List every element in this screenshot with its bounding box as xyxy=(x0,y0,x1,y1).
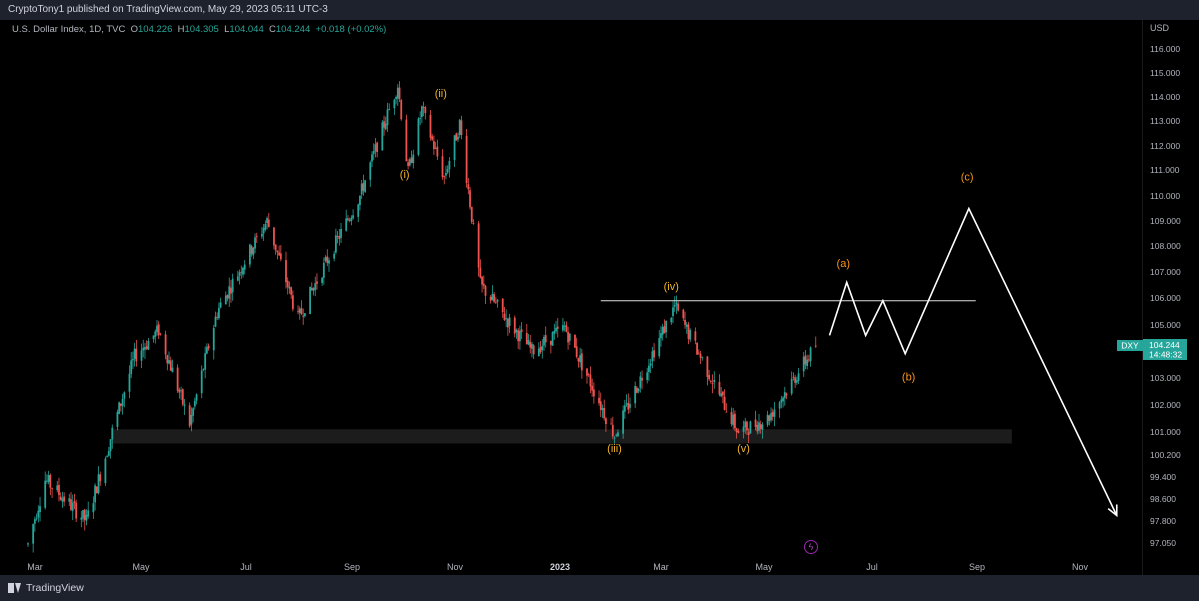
legend-open: 104.226 xyxy=(138,24,173,35)
legend-close: 104.244 xyxy=(275,24,311,35)
chart-legend: U.S. Dollar Index, 1D, TVC O104.226 H104… xyxy=(12,24,387,35)
publisher-text: CryptoTony1 published on TradingView.com… xyxy=(8,4,328,15)
legend-high: 104.305 xyxy=(184,24,219,35)
currency-label: USD xyxy=(1150,23,1170,33)
footer-bar xyxy=(0,575,1199,601)
publisher-bar: CryptoTony1 published on TradingView.com… xyxy=(0,0,1199,20)
chart-pane[interactable] xyxy=(0,20,1142,575)
price-scale[interactable] xyxy=(1142,20,1199,575)
legend-low: 104.044 xyxy=(229,24,264,35)
footer-brand: TradingView xyxy=(26,582,84,594)
tradingview-logo[interactable]: TradingView xyxy=(8,582,84,594)
legend-symbol[interactable]: U.S. Dollar Index, 1D, TVC xyxy=(12,24,126,35)
tradingview-logo-icon xyxy=(8,583,22,593)
lightning-icon[interactable]: ϟ xyxy=(804,540,818,554)
legend-change: +0.018 (+0.02%) xyxy=(315,24,387,35)
